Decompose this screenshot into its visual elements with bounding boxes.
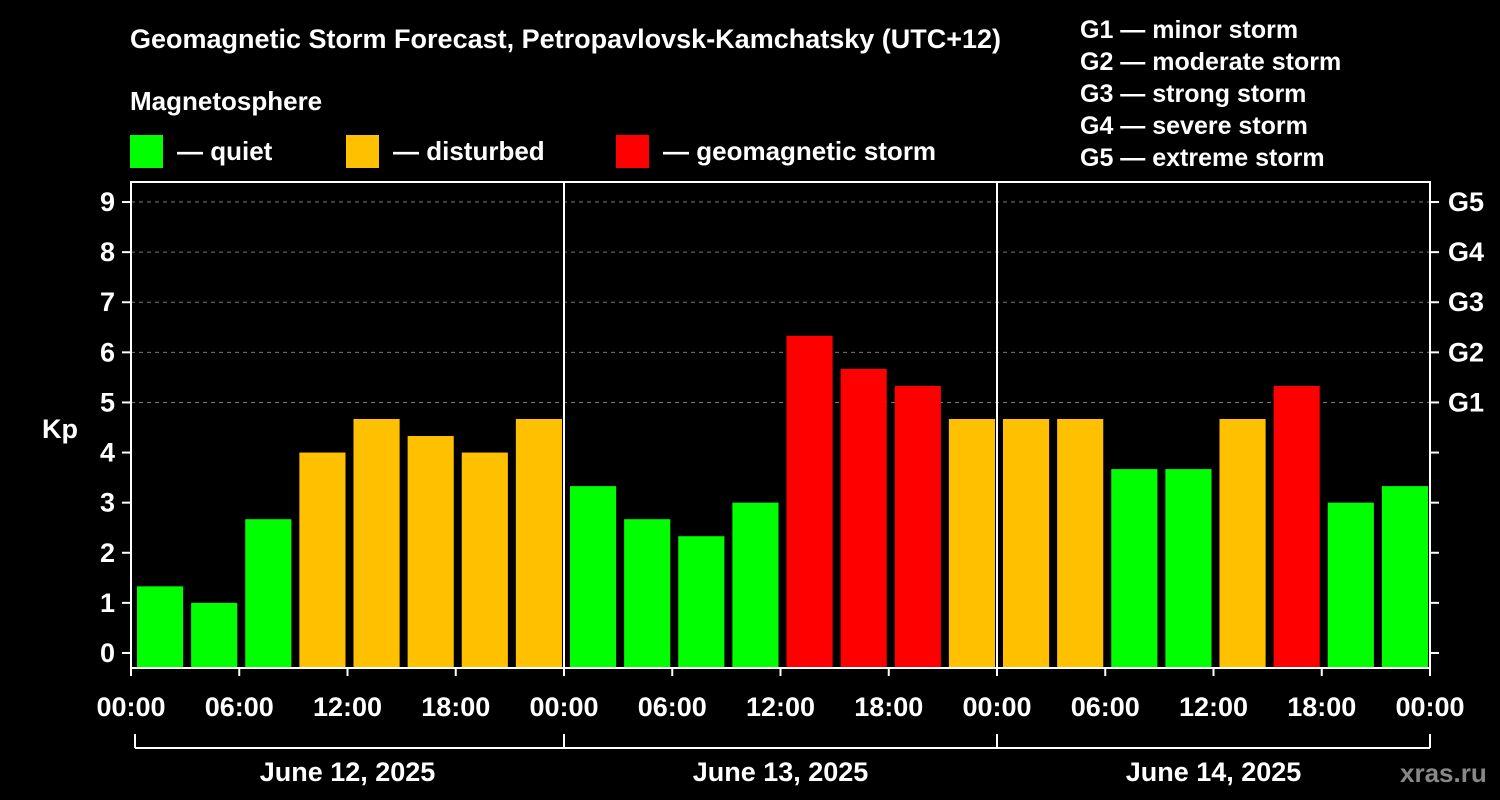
storm-level-label-g5: G5 xyxy=(1448,187,1484,217)
x-tick-label-9: 06:00 xyxy=(1071,692,1140,722)
kp-bar-20 xyxy=(1165,469,1212,668)
kp-bar-13 xyxy=(786,335,833,668)
kp-bar-19 xyxy=(1111,469,1158,668)
x-tick-label-1: 06:00 xyxy=(205,692,274,722)
y-tick-label-9: 9 xyxy=(100,187,115,217)
legend-storm-label: — geomagnetic storm xyxy=(663,135,937,166)
y-tick-label-5: 5 xyxy=(100,387,115,417)
x-tick-label-5: 06:00 xyxy=(638,692,707,722)
y-tick-label-8: 8 xyxy=(100,237,115,267)
kp-bar-6 xyxy=(407,436,454,668)
storm-scale-g3: G3 — strong storm xyxy=(1080,80,1307,108)
x-tick-label-10: 12:00 xyxy=(1179,692,1248,722)
legend-disturbed-label: — disturbed xyxy=(393,135,545,166)
y-tick-label-6: 6 xyxy=(100,337,115,367)
day-label-3: June 14, 2025 xyxy=(1126,757,1302,787)
legend-disturbed-swatch xyxy=(346,134,379,168)
y-tick-label-3: 3 xyxy=(100,488,115,518)
y-tick-label-2: 2 xyxy=(100,538,115,568)
legend-quiet-swatch xyxy=(130,134,163,168)
kp-bar-12 xyxy=(732,502,779,668)
kp-bar-9 xyxy=(570,486,617,668)
y-tick-label-1: 1 xyxy=(100,588,115,618)
legend-disturbed: — disturbed xyxy=(346,134,545,168)
legend-storm-swatch xyxy=(616,134,649,168)
legend-quiet-label: — quiet xyxy=(177,135,273,166)
kp-bar-4 xyxy=(299,452,346,668)
kp-bar-24 xyxy=(1381,486,1428,668)
kp-bar-18 xyxy=(1057,418,1104,668)
kp-bar-17 xyxy=(1003,418,1050,668)
x-tick-label-3: 18:00 xyxy=(421,692,490,722)
kp-bar-21 xyxy=(1219,418,1266,668)
kp-bar-5 xyxy=(353,418,400,668)
watermark: xras.ru xyxy=(1400,758,1487,788)
storm-scale-g5: G5 — extreme storm xyxy=(1080,144,1325,172)
storm-level-label-g2: G2 xyxy=(1448,337,1484,367)
y-axis-label: Kp xyxy=(42,414,78,444)
storm-level-label-g4: G4 xyxy=(1448,237,1484,267)
chart-title: Geomagnetic Storm Forecast, Petropavlovs… xyxy=(130,24,1002,54)
kp-bar-16 xyxy=(948,418,995,668)
kp-bar-14 xyxy=(840,368,887,668)
y-tick-label-7: 7 xyxy=(100,287,115,317)
x-tick-label-7: 18:00 xyxy=(854,692,923,722)
storm-level-label-g3: G3 xyxy=(1448,287,1484,317)
x-tick-label-0: 00:00 xyxy=(96,692,165,722)
x-tick-label-12: 00:00 xyxy=(1395,692,1464,722)
kp-bar-2 xyxy=(191,602,238,668)
kp-bar-8 xyxy=(515,418,562,668)
kp-bar-11 xyxy=(678,536,725,668)
legend-heading: Magnetosphere xyxy=(130,86,323,116)
x-tick-label-8: 00:00 xyxy=(962,692,1031,722)
kp-bar-7 xyxy=(461,452,508,668)
kp-bar-1 xyxy=(137,586,184,668)
storm-scale-g1: G1 — minor storm xyxy=(1080,16,1299,44)
x-tick-label-6: 12:00 xyxy=(746,692,815,722)
storm-scale-g2: G2 — moderate storm xyxy=(1080,48,1342,76)
kp-bar-23 xyxy=(1327,502,1374,668)
x-tick-label-4: 00:00 xyxy=(529,692,598,722)
storm-level-label-g1: G1 xyxy=(1448,387,1484,417)
legend-storm: — geomagnetic storm xyxy=(616,134,936,168)
y-tick-label-4: 4 xyxy=(100,438,115,468)
kp-bar-10 xyxy=(624,519,671,668)
x-tick-label-2: 12:00 xyxy=(313,692,382,722)
kp-bar-15 xyxy=(894,385,941,668)
day-label-2: June 13, 2025 xyxy=(693,757,869,787)
day-label-1: June 12, 2025 xyxy=(260,757,436,787)
kp-bar-3 xyxy=(245,519,292,668)
kp-bar-22 xyxy=(1273,385,1320,668)
x-tick-label-11: 18:00 xyxy=(1287,692,1356,722)
storm-scale-list: G1 — minor storm G2 — moderate storm G3 … xyxy=(1080,14,1341,174)
storm-scale-g4: G4 — severe storm xyxy=(1080,112,1308,140)
legend-quiet: — quiet xyxy=(130,134,272,168)
y-tick-label-0: 0 xyxy=(100,638,115,668)
